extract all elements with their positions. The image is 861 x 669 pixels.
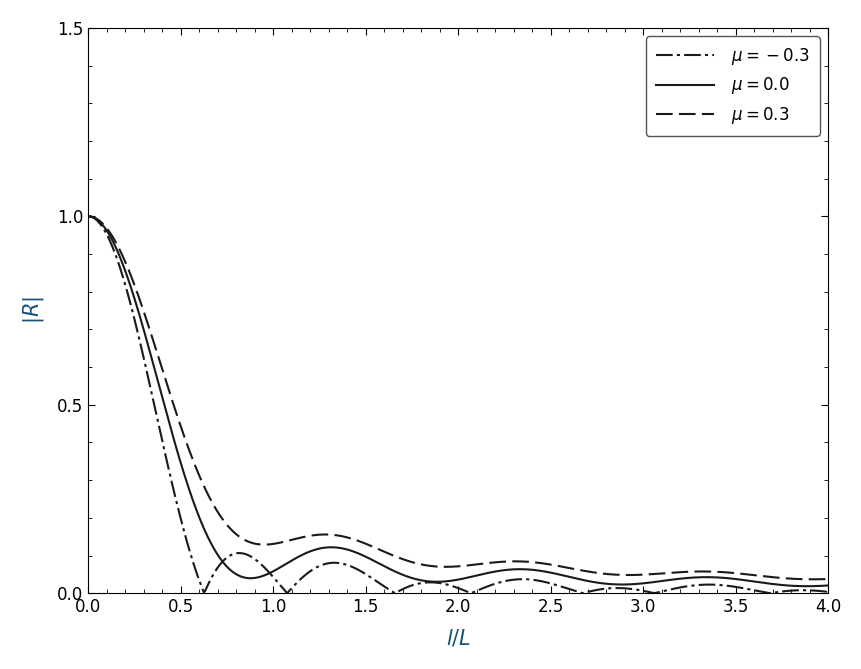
$\mu = 0.0$ xyxy=(274,564,284,572)
$\mu = 0.0$ xyxy=(214,554,225,562)
$\mu = -0.3$ xyxy=(419,579,430,587)
$\mu = 0.3$ xyxy=(807,575,817,583)
$\mu = 0.0$ xyxy=(822,581,833,589)
$\mu = -0.3$ xyxy=(578,589,588,597)
Y-axis label: $|R|$: $|R|$ xyxy=(21,296,46,324)
$\mu = -0.3$ xyxy=(84,212,94,220)
$\mu = 0.0$ xyxy=(84,212,94,220)
$\mu = 0.0$ xyxy=(519,565,530,573)
$\mu = -0.3$ xyxy=(520,575,530,583)
Legend: $\mu = -0.3$, $\mu = 0.0$, $\mu = 0.3$: $\mu = -0.3$, $\mu = 0.0$, $\mu = 0.3$ xyxy=(645,36,819,136)
X-axis label: $l/L$: $l/L$ xyxy=(445,627,470,648)
$\mu = -0.3$ xyxy=(641,587,651,595)
$\mu = 0.3$ xyxy=(274,539,284,547)
$\mu = -0.3$ xyxy=(214,561,225,569)
Line: $\mu = -0.3$: $\mu = -0.3$ xyxy=(89,216,827,593)
$\mu = 0.0$ xyxy=(418,577,428,585)
$\mu = 0.3$ xyxy=(577,567,587,575)
$\mu = 0.0$ xyxy=(640,579,650,587)
Line: $\mu = 0.3$: $\mu = 0.3$ xyxy=(89,216,827,579)
$\mu = 0.3$ xyxy=(519,557,530,565)
$\mu = 0.3$ xyxy=(84,212,94,220)
$\mu = -0.3$ xyxy=(274,580,284,588)
Line: $\mu = 0.0$: $\mu = 0.0$ xyxy=(89,216,827,586)
$\mu = -0.3$ xyxy=(389,589,400,597)
$\mu = -0.3$ xyxy=(822,588,833,596)
$\mu = 0.0$ xyxy=(801,582,811,590)
$\mu = 0.3$ xyxy=(640,571,650,579)
$\mu = 0.3$ xyxy=(822,575,833,583)
$\mu = 0.0$ xyxy=(577,576,587,584)
$\mu = 0.3$ xyxy=(214,511,225,519)
$\mu = 0.3$ xyxy=(418,561,428,569)
